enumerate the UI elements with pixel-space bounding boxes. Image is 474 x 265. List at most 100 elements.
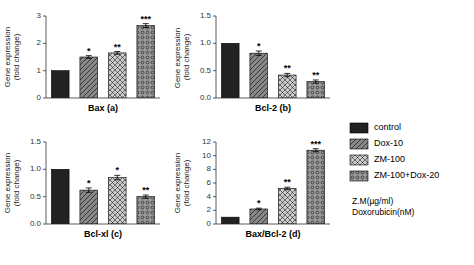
y-tick-label: 0 xyxy=(37,93,42,102)
bar: ZM-100 xyxy=(278,75,296,98)
significance-label: ** xyxy=(312,70,320,80)
error-bar xyxy=(313,80,319,83)
y-tick-label: 0.5 xyxy=(30,192,42,201)
error-bar xyxy=(143,24,149,28)
y-axis-label-line: Gene expression xyxy=(3,153,12,213)
significance-label: * xyxy=(115,165,119,175)
significance-label: *** xyxy=(310,139,321,149)
significance-label: ** xyxy=(284,63,292,73)
legend-label: ZM-100+Dox-20 xyxy=(374,170,439,180)
y-axis-label-line: Gene expression xyxy=(3,27,12,87)
y-tick-label: 2 xyxy=(37,38,42,47)
error-bar xyxy=(86,188,92,192)
legend-swatch xyxy=(350,171,368,181)
legend-swatch xyxy=(350,139,368,149)
y-tick-label: 3 xyxy=(37,11,42,20)
y-tick-label: 1 xyxy=(37,66,42,75)
legend-note: Z.M(µg/ml)Doxorubicin(nM) xyxy=(352,196,415,217)
y-tick xyxy=(213,16,216,17)
y-tick xyxy=(213,43,216,44)
significance-label: * xyxy=(87,46,91,56)
y-tick xyxy=(43,43,46,44)
bar: ZM-100+Dox-20 xyxy=(307,150,325,224)
y-tick xyxy=(43,169,46,170)
y-tick-label: 4 xyxy=(207,192,212,201)
y-tick-label: 10 xyxy=(202,151,211,160)
bar: ZM-100 xyxy=(278,188,296,224)
y-tick-label: 0.5 xyxy=(200,66,212,75)
legend-label: Dox-10 xyxy=(374,138,403,148)
bar: control xyxy=(221,217,239,224)
y-tick-label: 6 xyxy=(207,178,212,187)
y-tick xyxy=(213,70,216,71)
bar: control xyxy=(51,71,69,98)
error-bar xyxy=(284,73,290,76)
bar: ZM-100+Dox-20 xyxy=(307,82,325,98)
y-tick-label: 1.0 xyxy=(30,164,42,173)
y-tick-label: 8 xyxy=(207,164,212,173)
y-tick-label: 0.0 xyxy=(30,219,42,228)
y-axis-line xyxy=(46,142,47,224)
y-tick xyxy=(213,183,216,184)
y-tick-label: 12 xyxy=(202,137,211,146)
x-axis-line xyxy=(216,98,330,99)
y-tick xyxy=(213,98,216,99)
bar: Dox-10 xyxy=(80,57,98,98)
legend-swatch xyxy=(350,155,368,165)
bar: ZM-100 xyxy=(108,53,126,98)
significance-label: ** xyxy=(284,177,292,187)
y-axis-label: Gene expression (fold change) xyxy=(173,26,191,89)
x-axis-line xyxy=(46,224,160,225)
chart: controlDox-10ZM-100ZM-100+Dox-20******01… xyxy=(0,0,474,265)
y-tick xyxy=(43,224,46,225)
y-tick xyxy=(213,224,216,225)
y-axis-label: Gene expression(fold change) xyxy=(3,27,21,87)
x-axis-label: Bcl-2 (b) xyxy=(255,103,291,113)
y-axis-line xyxy=(46,16,47,98)
bar: control xyxy=(221,43,239,98)
error-bar xyxy=(114,52,120,55)
y-axis-line xyxy=(216,16,217,98)
y-tick-label: 1.5 xyxy=(200,11,212,20)
y-tick xyxy=(213,169,216,170)
legend: controlDox-10ZM-100ZM-100+Dox-20 xyxy=(350,122,439,181)
y-tick xyxy=(43,16,46,17)
y-tick-label: 0.0 xyxy=(200,93,212,102)
bar: ZM-100+Dox-20 xyxy=(137,26,155,98)
legend-note-line: Z.M(µg/ml) xyxy=(352,196,393,206)
error-bar xyxy=(256,208,262,210)
y-axis-label: Gene expression(fold change) xyxy=(173,153,191,213)
significance-label: ** xyxy=(142,185,150,195)
significance-label: * xyxy=(257,198,261,208)
y-axis-label: Gene expression(fold change) xyxy=(3,153,21,213)
y-axis-label-line: (fold change) xyxy=(182,33,191,80)
y-axis-label-line: Gene expression xyxy=(173,26,182,89)
plot-area: control Dox-10 ZM-100 ZM-100+Dox-20 xyxy=(51,24,154,98)
bar: control xyxy=(51,169,69,224)
x-axis-label: Bax (a) xyxy=(88,103,118,113)
bar: Dox-10 xyxy=(80,190,98,224)
error-bar xyxy=(256,51,262,55)
y-tick xyxy=(213,142,216,143)
significance-label: * xyxy=(257,41,261,51)
legend-label: control xyxy=(374,122,401,132)
y-axis-label-line: Gene expression xyxy=(173,153,182,213)
x-axis-line xyxy=(216,224,330,225)
error-bar xyxy=(86,56,92,59)
bar: Dox-10 xyxy=(250,209,268,224)
y-tick xyxy=(43,142,46,143)
significance-label: * xyxy=(87,178,91,188)
bar: ZM-100+Dox-20 xyxy=(137,197,155,224)
y-tick xyxy=(213,155,216,156)
y-tick xyxy=(213,210,216,211)
plot-area: control Dox-10 ZM-100 ZM-100+Dox-20 xyxy=(221,43,324,98)
y-tick xyxy=(43,98,46,99)
plot-area: control Dox-10 ZM-100 ZM-100+Dox-20 xyxy=(221,149,324,224)
x-axis-label: Bcl-xl (c) xyxy=(84,229,122,239)
bar: ZM-100 xyxy=(108,178,126,224)
plot-area: control Dox-10 ZM-100 ZM-100+Dox-20 xyxy=(51,169,154,224)
error-bar xyxy=(114,175,120,179)
error-bar xyxy=(284,187,290,189)
bar: Dox-10 xyxy=(250,53,268,98)
x-axis-line xyxy=(46,98,160,99)
